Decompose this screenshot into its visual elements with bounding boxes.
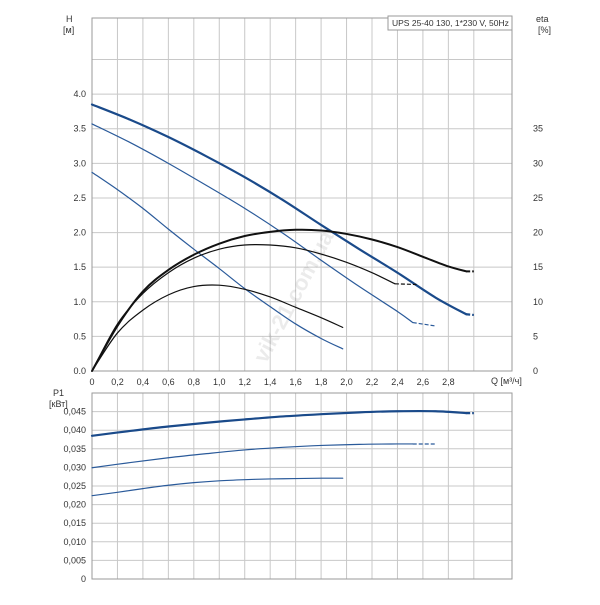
y-axis-label-p1: P1 [53, 388, 64, 398]
upper-series-5 [91, 243, 396, 372]
y-axis-unit-h: [м] [63, 25, 74, 35]
x-tick-label: 2,2 [366, 377, 379, 387]
upper-grid [91, 18, 512, 371]
p1-tick-label: 0 [81, 574, 86, 584]
y2-tick-label: 20 [533, 228, 543, 238]
lower-series-3 [91, 477, 344, 497]
lower-series [90, 409, 474, 497]
lower-series-2 [91, 443, 414, 469]
y2-tick-label: 15 [533, 262, 543, 272]
chart-title: UPS 25-40 130, 1*230 V, 50Hz [392, 18, 509, 28]
p1-tick-label: 0,020 [63, 500, 86, 510]
p1-tick-label: 0,040 [63, 425, 86, 435]
y-tick-label: 4.0 [73, 89, 86, 99]
p1-tick-label: 0,010 [63, 537, 86, 547]
x-tick-label: 0,6 [162, 377, 175, 387]
x-tick-label: 2,8 [442, 377, 455, 387]
x-tick-label: 0,4 [137, 377, 150, 387]
y2-tick-label: 35 [533, 124, 543, 134]
x-tick-label: 1,8 [315, 377, 328, 387]
p1-tick-label: 0,005 [63, 555, 86, 565]
y2-tick-label: 10 [533, 297, 543, 307]
x-tick-label: 2,0 [340, 377, 353, 387]
y-tick-label: 1.5 [73, 262, 86, 272]
y-tick-label: 2.5 [73, 193, 86, 203]
y-tick-label: 0.5 [73, 331, 86, 341]
x-tick-label: 1,0 [213, 377, 226, 387]
x-tick-label: 2,6 [417, 377, 430, 387]
upper-series-2-extension [412, 321, 436, 327]
y2-axis-unit-eta: [%] [538, 25, 551, 35]
y-tick-label: 2.0 [73, 228, 86, 238]
upper-series-4 [91, 228, 468, 372]
p1-tick-label: 0,025 [63, 481, 86, 491]
y-axis-unit-p1: [кВт] [49, 399, 68, 409]
y-tick-label: 0.0 [73, 366, 86, 376]
x-tick-label: 1,6 [289, 377, 302, 387]
p1-tick-label: 0,030 [63, 462, 86, 472]
y-tick-label: 3.0 [73, 158, 86, 168]
lower-grid [91, 393, 512, 579]
x-tick-label: 1,4 [264, 377, 277, 387]
x-tick-label: 0,8 [188, 377, 201, 387]
upper-series [90, 103, 474, 372]
y-tick-label: 3.5 [73, 124, 86, 134]
upper-plot-frame [91, 17, 513, 372]
p1-tick-label: 0,015 [63, 518, 86, 528]
y2-tick-label: 5 [533, 331, 538, 341]
y2-tick-label: 25 [533, 193, 543, 203]
upper-series-6 [91, 284, 344, 372]
x-axis-label-q: Q [м³/ч] [491, 376, 522, 386]
x-tick-label: 1,2 [238, 377, 251, 387]
y-axis-label-h: H [66, 14, 73, 24]
upper-series-2 [91, 123, 414, 324]
upper-series-5-extension [394, 283, 417, 286]
y2-tick-label: 0 [533, 366, 538, 376]
watermark: vik-21.com.ua [248, 226, 339, 367]
x-tick-label: 2,4 [391, 377, 404, 387]
lower-plot-frame [91, 392, 513, 580]
lower-series-1 [90, 409, 468, 437]
upper-series-3 [91, 171, 344, 350]
y2-axis-label-eta: eta [536, 14, 549, 24]
y2-tick-label: 30 [533, 158, 543, 168]
upper-series-1 [90, 103, 468, 316]
tick-labels: 0 0,2 0,4 0,6 0,8 1,0 1,2 1,4 1,6 1,8 2,0 2,2 2,4 2,6… [63, 89, 543, 584]
x-tick-label: 0,2 [111, 377, 124, 387]
chart-title-box [387, 15, 513, 31]
p1-tick-label: 0,045 [63, 407, 86, 417]
x-tick-label: 0 [89, 377, 94, 387]
upper-series-1-extension [466, 313, 474, 317]
y-tick-label: 1.0 [73, 297, 86, 307]
p1-tick-label: 0,035 [63, 444, 86, 454]
